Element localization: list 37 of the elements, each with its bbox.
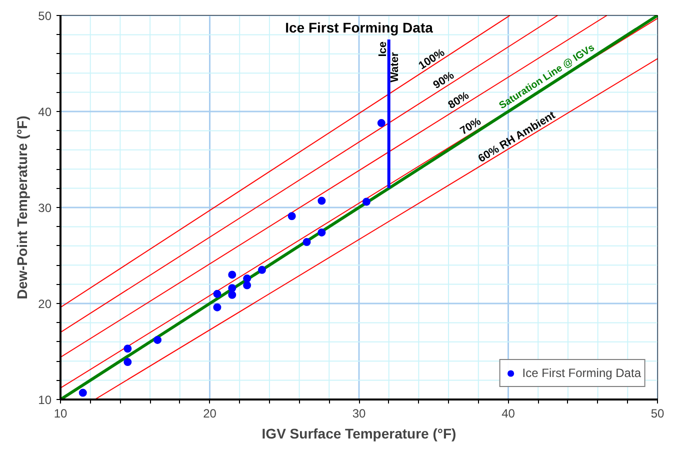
x-tick-label: 20 [203,406,217,420]
y-axis-title: Dew-Point Temperature (°F) [14,116,30,300]
point [124,344,132,353]
x-axis-title: IGV Surface Temperature (°F) [262,426,456,442]
x-tick-label: 10 [54,406,68,420]
annotation: 90% [431,69,457,92]
x-tick-label: 50 [650,406,664,420]
x-tick-label: 30 [352,406,366,420]
point [124,358,132,366]
point [228,270,236,279]
point [243,281,252,290]
y-tick-label: 40 [38,105,52,119]
y-tick-label: 10 [38,393,52,407]
y-tick-label: 30 [38,201,52,215]
point [288,212,296,220]
point [213,290,222,298]
point [362,198,370,206]
point [228,290,236,299]
x-tick-label: 40 [502,406,516,420]
point [302,238,311,246]
annotation: Water [388,52,401,82]
legend-label: Ice First Forming Data [522,366,641,380]
point [377,119,386,128]
point [154,336,162,344]
point [213,303,222,312]
point [228,284,236,292]
annotation: 80% [446,90,472,112]
annotation: 70% [458,116,484,138]
chart-title: Ice First Forming Data [285,20,434,36]
point [78,388,87,397]
annotation: Ice [376,41,389,57]
y-tick-label: 20 [38,297,52,311]
point [318,196,326,205]
point [243,274,252,283]
y-tick-label: 50 [38,9,52,23]
point [258,266,266,274]
point [318,228,326,236]
